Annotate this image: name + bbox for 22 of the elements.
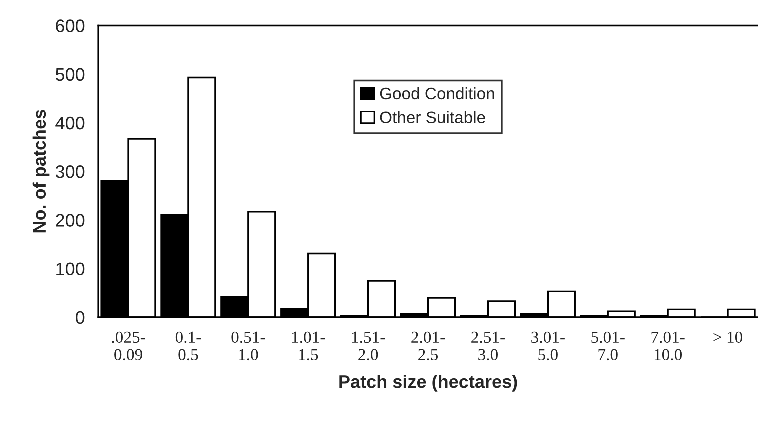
y-tick-label: 300 xyxy=(56,166,85,178)
x-tick-label: 0.51- 1.0 xyxy=(232,332,266,361)
y-axis-title: No. of patches xyxy=(32,110,50,233)
y-tick-label: 0 xyxy=(76,311,85,324)
x-tick-label: 7.01- 10.0 xyxy=(652,332,685,361)
x-tick-label: 0.1- 0.5 xyxy=(176,332,202,361)
y-tick-label: 500 xyxy=(56,68,85,82)
x-tick-label: .025- 0.09 xyxy=(112,332,146,361)
legend-label: Other Suitable xyxy=(380,111,486,124)
y-tick-label: 600 xyxy=(56,20,85,32)
x-tick-label: 3.01- 5.0 xyxy=(532,332,565,361)
y-tick-label: 200 xyxy=(56,214,85,227)
x-tick-label: 1.51- 2.0 xyxy=(352,332,386,361)
x-axis-title: Patch size (hectares) xyxy=(340,375,518,392)
x-tick-label: 2.51- 3.0 xyxy=(472,332,505,361)
x-tick-label: > 10 xyxy=(714,332,743,344)
x-tick-label: 2.01- 2.5 xyxy=(412,332,446,361)
y-tick-label: 400 xyxy=(56,116,85,130)
x-tick-label: 5.01- 7.0 xyxy=(592,332,625,361)
legend-label: Good Condition xyxy=(380,87,494,100)
y-tick-label: 100 xyxy=(56,262,85,276)
x-tick-label: 1.01- 1.5 xyxy=(292,332,326,361)
